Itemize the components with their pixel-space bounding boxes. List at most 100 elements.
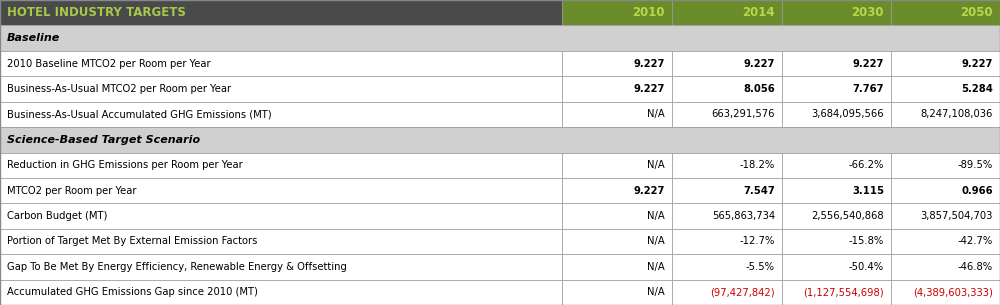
Bar	[0, 76, 562, 102]
Text: 8,247,108,036: 8,247,108,036	[921, 109, 993, 119]
Text: HOTEL INDUSTRY TARGETS: HOTEL INDUSTRY TARGETS	[7, 6, 186, 19]
Bar	[782, 51, 891, 76]
Text: 9.227: 9.227	[744, 59, 775, 69]
Text: Business-As-Usual MTCO2 per Room per Year: Business-As-Usual MTCO2 per Room per Yea…	[7, 84, 231, 94]
Text: 663,291,576: 663,291,576	[712, 109, 775, 119]
Text: 9.227: 9.227	[634, 59, 665, 69]
Text: Science-Based Target Scenario: Science-Based Target Scenario	[7, 135, 200, 145]
Bar	[891, 229, 1000, 254]
Text: -5.5%: -5.5%	[746, 262, 775, 272]
Text: 9.227: 9.227	[962, 59, 993, 69]
Text: -18.2%: -18.2%	[740, 160, 775, 170]
Bar	[0, 152, 562, 178]
Text: (4,389,603,333): (4,389,603,333)	[913, 287, 993, 297]
Bar	[891, 280, 1000, 305]
Text: -66.2%: -66.2%	[849, 160, 884, 170]
Text: 9.227: 9.227	[634, 84, 665, 94]
Text: -42.7%: -42.7%	[958, 236, 993, 246]
Bar	[782, 76, 891, 102]
Bar	[782, 178, 891, 203]
Bar	[0, 178, 562, 203]
Bar	[0, 203, 562, 229]
Text: 2050: 2050	[960, 6, 993, 19]
Bar	[0, 127, 1000, 152]
Bar	[0, 280, 562, 305]
Text: 2010 Baseline MTCO2 per Room per Year: 2010 Baseline MTCO2 per Room per Year	[7, 59, 211, 69]
Bar	[782, 102, 891, 127]
Bar	[672, 51, 782, 76]
Text: 2030: 2030	[852, 6, 884, 19]
Bar	[672, 76, 782, 102]
Bar	[0, 51, 562, 76]
Bar	[562, 280, 672, 305]
Text: (1,127,554,698): (1,127,554,698)	[803, 287, 884, 297]
Bar	[891, 254, 1000, 280]
Text: 5.284: 5.284	[961, 84, 993, 94]
Bar	[891, 51, 1000, 76]
Bar	[891, 0, 1000, 25]
Text: 2014: 2014	[742, 6, 775, 19]
Bar	[562, 254, 672, 280]
Bar	[891, 102, 1000, 127]
Text: 3.115: 3.115	[852, 186, 884, 196]
Bar	[562, 51, 672, 76]
Text: 7.547: 7.547	[743, 186, 775, 196]
Text: -15.8%: -15.8%	[849, 236, 884, 246]
Text: N/A: N/A	[647, 287, 665, 297]
Text: Gap To Be Met By Energy Efficiency, Renewable Energy & Offsetting: Gap To Be Met By Energy Efficiency, Rene…	[7, 262, 347, 272]
Bar	[672, 229, 782, 254]
Bar	[0, 25, 1000, 51]
Text: Portion of Target Met By External Emission Factors: Portion of Target Met By External Emissi…	[7, 236, 257, 246]
Text: 2,556,540,868: 2,556,540,868	[811, 211, 884, 221]
Bar	[782, 280, 891, 305]
Bar	[672, 203, 782, 229]
Bar	[562, 178, 672, 203]
Text: Carbon Budget (MT): Carbon Budget (MT)	[7, 211, 107, 221]
Bar	[672, 0, 782, 25]
Text: 565,863,734: 565,863,734	[712, 211, 775, 221]
Text: 3,684,095,566: 3,684,095,566	[811, 109, 884, 119]
Text: Reduction in GHG Emissions per Room per Year: Reduction in GHG Emissions per Room per …	[7, 160, 243, 170]
Bar	[0, 229, 562, 254]
Bar	[782, 229, 891, 254]
Text: 0.966: 0.966	[961, 186, 993, 196]
Text: 3,857,504,703: 3,857,504,703	[921, 211, 993, 221]
Text: N/A: N/A	[647, 211, 665, 221]
Bar	[562, 0, 672, 25]
Bar	[562, 102, 672, 127]
Bar	[0, 254, 562, 280]
Text: -89.5%: -89.5%	[958, 160, 993, 170]
Text: (97,427,842): (97,427,842)	[710, 287, 775, 297]
Bar	[891, 178, 1000, 203]
Text: 2010: 2010	[633, 6, 665, 19]
Bar	[0, 0, 562, 25]
Text: N/A: N/A	[647, 236, 665, 246]
Bar	[782, 152, 891, 178]
Text: -12.7%: -12.7%	[740, 236, 775, 246]
Bar	[891, 76, 1000, 102]
Text: MTCO2 per Room per Year: MTCO2 per Room per Year	[7, 186, 136, 196]
Bar	[672, 280, 782, 305]
Text: Business-As-Usual Accumulated GHG Emissions (MT): Business-As-Usual Accumulated GHG Emissi…	[7, 109, 272, 119]
Bar	[562, 229, 672, 254]
Text: N/A: N/A	[647, 160, 665, 170]
Text: 7.767: 7.767	[852, 84, 884, 94]
Bar	[782, 0, 891, 25]
Bar	[0, 102, 562, 127]
Bar	[891, 152, 1000, 178]
Bar	[562, 203, 672, 229]
Text: 9.227: 9.227	[634, 186, 665, 196]
Text: 8.056: 8.056	[743, 84, 775, 94]
Text: N/A: N/A	[647, 262, 665, 272]
Bar	[672, 102, 782, 127]
Text: Accumulated GHG Emissions Gap since 2010 (MT): Accumulated GHG Emissions Gap since 2010…	[7, 287, 258, 297]
Text: 9.227: 9.227	[853, 59, 884, 69]
Text: N/A: N/A	[647, 109, 665, 119]
Bar	[782, 254, 891, 280]
Bar	[562, 76, 672, 102]
Bar	[562, 152, 672, 178]
Bar	[672, 178, 782, 203]
Bar	[672, 254, 782, 280]
Bar	[782, 203, 891, 229]
Bar	[891, 203, 1000, 229]
